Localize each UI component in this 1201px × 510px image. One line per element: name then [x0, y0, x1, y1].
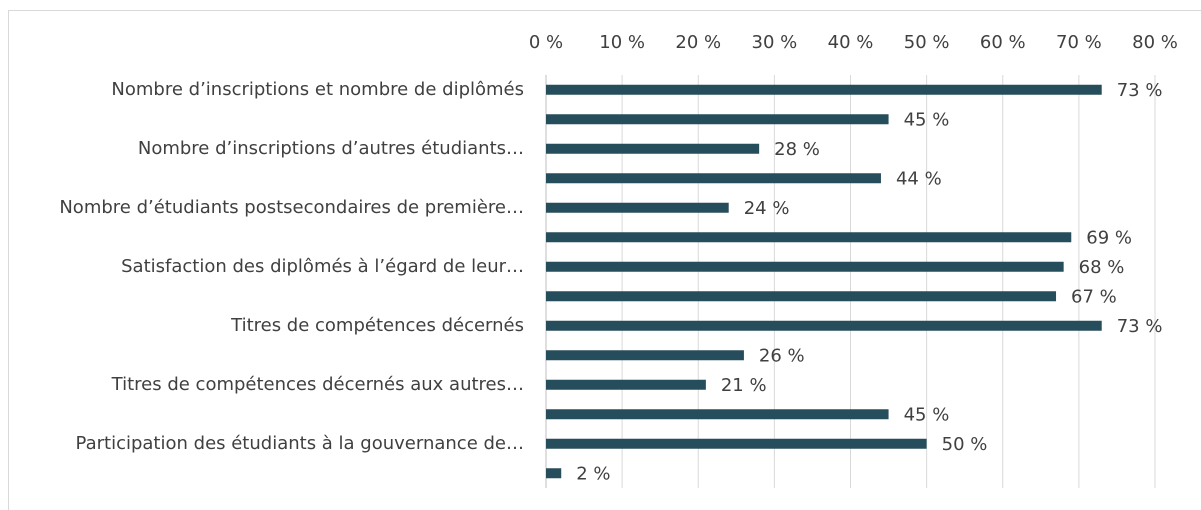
value-label: 73 % — [1117, 80, 1163, 101]
x-tick-label: 20 % — [675, 32, 721, 53]
y-tick-label: Titres de compétences décernés aux autre… — [111, 374, 524, 395]
value-label: 24 % — [744, 198, 790, 219]
y-tick-label: Nombre d’inscriptions d’autres étudiants… — [138, 138, 524, 159]
bar — [546, 261, 1064, 272]
value-label: 45 % — [904, 404, 950, 425]
y-tick-label: Satisfaction des diplômés à l’égard de l… — [121, 256, 524, 277]
x-tick-label: 50 % — [904, 32, 950, 53]
bar — [546, 232, 1072, 243]
bar — [546, 438, 927, 449]
bar — [546, 379, 706, 390]
bar — [546, 350, 744, 361]
value-label: 67 % — [1071, 286, 1117, 307]
x-tick-label: 10 % — [599, 32, 645, 53]
x-tick-label: 60 % — [980, 32, 1026, 53]
x-tick-label: 30 % — [752, 32, 798, 53]
bar — [546, 291, 1057, 302]
bar — [546, 409, 889, 420]
value-label: 68 % — [1079, 257, 1125, 278]
x-tick-label: 70 % — [1056, 32, 1102, 53]
value-label: 45 % — [904, 109, 950, 130]
value-label: 2 % — [576, 463, 610, 484]
value-label: 44 % — [896, 168, 942, 189]
y-tick-label: Participation des étudiants à la gouvern… — [76, 433, 524, 454]
bar — [546, 114, 889, 125]
bar — [546, 320, 1102, 331]
x-tick-label: 40 % — [828, 32, 874, 53]
y-tick-label: Titres de compétences décernés — [230, 315, 524, 336]
bar — [546, 202, 729, 213]
y-tick-label: Nombre d’étudiants postsecondaires de pr… — [59, 197, 524, 218]
value-label: 26 % — [759, 345, 805, 366]
x-tick-label: 0 % — [529, 32, 563, 53]
bar — [546, 143, 760, 154]
bar — [546, 468, 562, 479]
value-label: 28 % — [774, 139, 820, 160]
x-tick-label: 80 % — [1132, 32, 1178, 53]
bar — [546, 173, 881, 184]
value-label: 69 % — [1086, 227, 1132, 248]
y-tick-label: Nombre d’inscriptions et nombre de diplô… — [111, 79, 524, 100]
value-label: 50 % — [942, 434, 988, 455]
value-label: 21 % — [721, 375, 767, 396]
value-label: 73 % — [1117, 316, 1163, 337]
chart-border — [8, 10, 1201, 510]
bar — [546, 84, 1102, 95]
